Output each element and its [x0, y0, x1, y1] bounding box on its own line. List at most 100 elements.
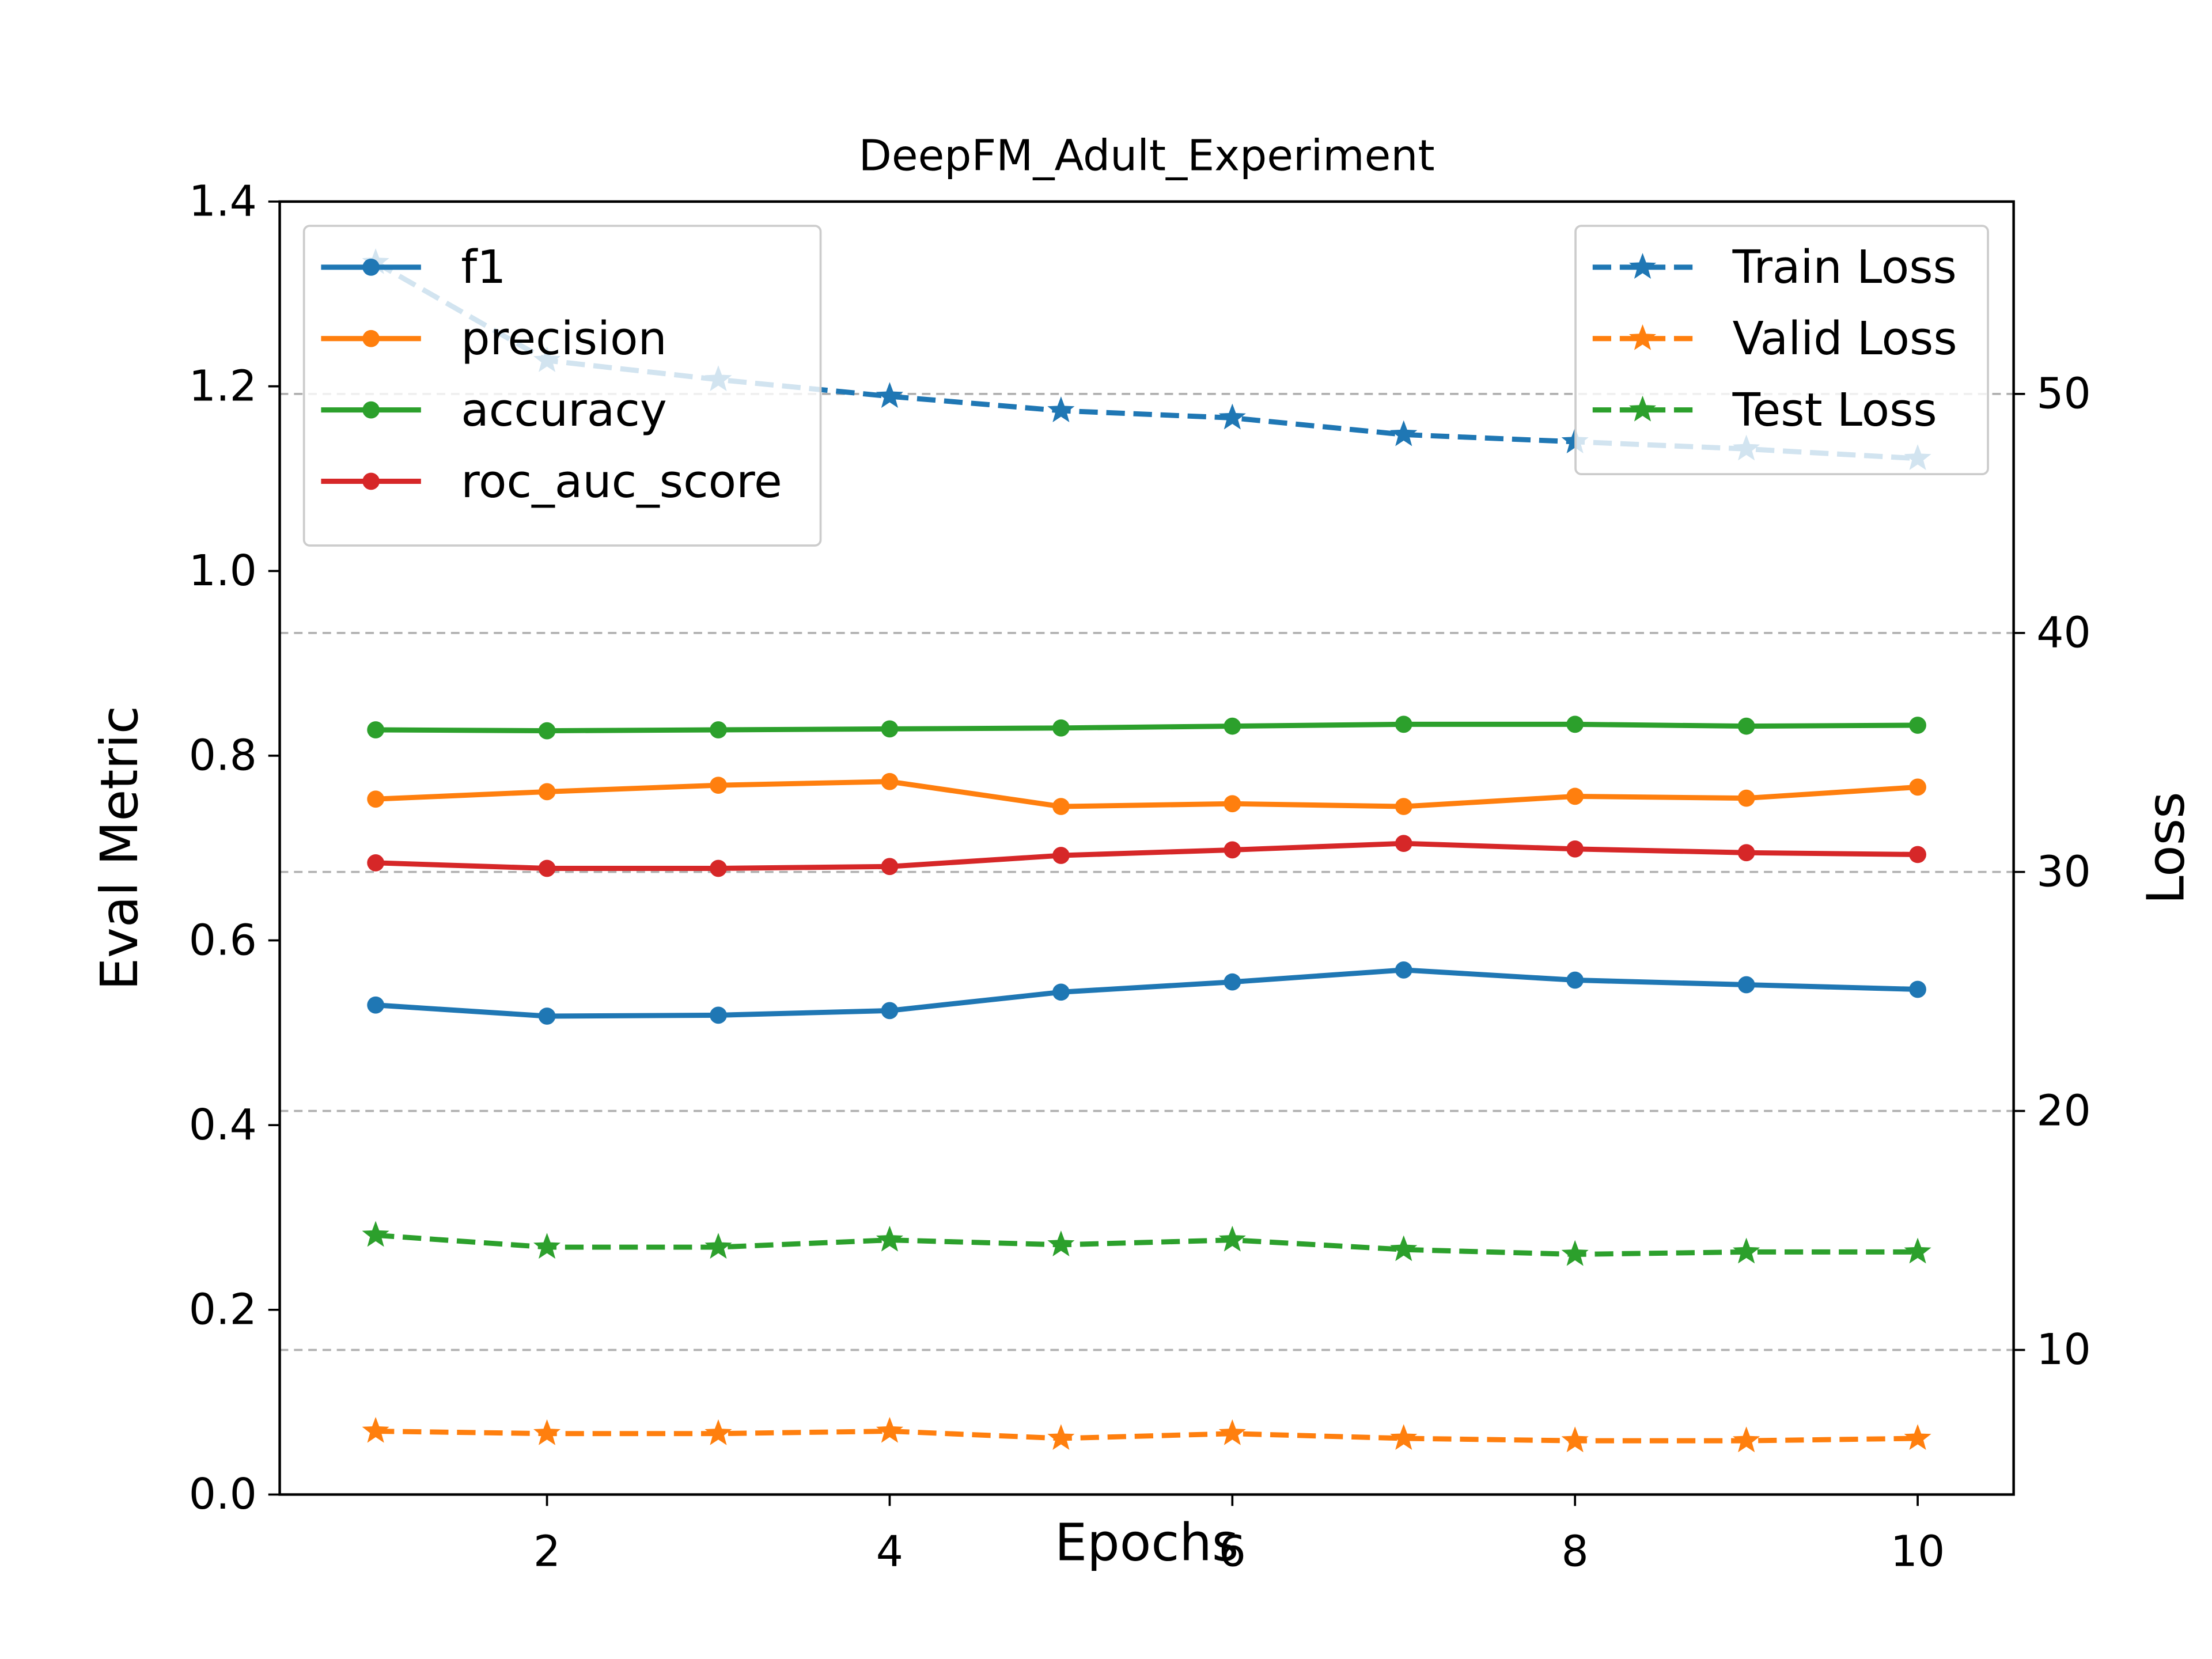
point-precision-4 [881, 772, 899, 790]
series-line-roc-auc-score [375, 840, 1918, 871]
point-valid-loss-4 [876, 1416, 904, 1443]
point-train-loss-5 [1047, 396, 1075, 422]
point-test-loss-6 [1218, 1225, 1246, 1252]
point-test-loss-4 [876, 1225, 904, 1252]
point-valid-loss-6 [1218, 1419, 1246, 1445]
chart-title: DeepFM_Adult_Experiment [859, 130, 1435, 180]
point-train-loss-7 [1390, 420, 1418, 446]
point-accuracy-10 [1909, 717, 1926, 734]
series-roc-auc-score [367, 835, 1926, 877]
legend-label-f1: f1 [461, 240, 506, 294]
tick-layer: 2 4 6 8 10 0.0 0.2 0.4 0.6 0.8 1.0 1.2 1.4 10 20 30 40 50 [189, 176, 2091, 1577]
point-test-loss-5 [1047, 1230, 1075, 1256]
legend-item-precision: precision [321, 312, 667, 365]
point-valid-loss-10 [1904, 1424, 1931, 1450]
legend-marker-roc-auc-score [362, 472, 380, 490]
legend-label-test-loss: Test Loss [1732, 383, 1937, 437]
point-precision-9 [1737, 789, 1755, 807]
legend-marker-precision [362, 329, 380, 347]
point-valid-loss-1 [362, 1416, 389, 1443]
y-tick-label-0-6: 0.6 [189, 915, 257, 965]
legend-marker-train-loss [1628, 253, 1657, 279]
y-tick-label-0-4: 0.4 [189, 1100, 257, 1150]
series-line-test-loss [375, 1232, 1918, 1257]
point-valid-loss-9 [1733, 1426, 1760, 1453]
series-precision [367, 772, 1926, 815]
point-accuracy-4 [881, 720, 899, 738]
legend-label-valid-loss: Valid Loss [1733, 312, 1957, 365]
point-accuracy-3 [710, 721, 727, 738]
point-f1-9 [1737, 976, 1755, 994]
legend-left-box [302, 225, 822, 547]
y2-tick-label-10: 10 [2036, 1324, 2091, 1374]
y-axis-title: Eval Metric [90, 706, 150, 990]
point-precision-5 [1052, 798, 1070, 815]
legend-item-accuracy: accuracy [321, 383, 667, 437]
point-roc-auc-score-3 [710, 859, 727, 877]
point-f1-10 [1909, 980, 1926, 998]
legend-label-roc-auc-score: roc_auc_score [461, 454, 782, 508]
point-accuracy-1 [367, 721, 385, 738]
point-f1-2 [538, 1007, 556, 1025]
legend-item-train-loss: Train Loss [1592, 240, 1957, 294]
legend-marker-f1 [362, 259, 380, 276]
point-precision-10 [1909, 778, 1926, 796]
point-roc-auc-score-6 [1224, 841, 1241, 859]
series-f1 [367, 961, 1926, 1025]
legend-item-test-loss: Test Loss [1592, 383, 1937, 437]
legend-marker-valid-loss [1628, 324, 1657, 350]
point-roc-auc-score-9 [1737, 844, 1755, 862]
point-roc-auc-score-5 [1052, 847, 1070, 864]
point-f1-5 [1052, 983, 1070, 1001]
point-valid-loss-8 [1561, 1426, 1589, 1453]
point-precision-7 [1395, 798, 1412, 815]
x-tick-label-8: 8 [1562, 1526, 1589, 1576]
point-test-loss-8 [1561, 1240, 1589, 1266]
plot-frame [278, 200, 2015, 1496]
point-roc-auc-score-7 [1395, 835, 1412, 853]
series-line-valid-loss [376, 1429, 1918, 1444]
point-f1-6 [1224, 973, 1241, 991]
point-valid-loss-5 [1047, 1424, 1075, 1450]
point-f1-8 [1566, 971, 1584, 989]
point-precision-2 [538, 783, 556, 801]
x-tick-label-2: 2 [533, 1526, 560, 1576]
series-line-accuracy [376, 721, 1918, 734]
point-f1-1 [367, 996, 385, 1014]
legend-item-roc-auc-score: roc_auc_score [321, 454, 782, 508]
point-roc-auc-score-8 [1566, 840, 1584, 858]
point-valid-loss-7 [1390, 1424, 1418, 1450]
point-precision-3 [710, 777, 727, 794]
legend-marker-accuracy [362, 401, 380, 419]
point-roc-auc-score-10 [1909, 846, 1926, 863]
point-test-loss-9 [1733, 1237, 1760, 1264]
y2-tick-label-40: 40 [2036, 608, 2091, 658]
point-accuracy-9 [1737, 717, 1755, 735]
legend-losses: Train Loss Valid Loss Test Loss [1574, 225, 1989, 475]
y2-tick-label-20: 20 [2036, 1085, 2091, 1135]
point-accuracy-5 [1052, 719, 1070, 737]
x-tick-label-4: 4 [876, 1526, 903, 1576]
point-precision-1 [367, 790, 385, 808]
y2-tick-label-30: 30 [2036, 846, 2091, 896]
series-valid-loss [362, 1416, 1931, 1453]
point-precision-6 [1224, 795, 1241, 813]
x-tick-label-10: 10 [1891, 1526, 1945, 1576]
point-test-loss-2 [533, 1233, 561, 1259]
point-roc-auc-score-1 [367, 854, 385, 872]
point-accuracy-7 [1395, 715, 1412, 733]
legend-label-train-loss: Train Loss [1732, 240, 1957, 294]
point-test-loss-7 [1390, 1235, 1418, 1262]
y-tick-label-0-0: 0.0 [189, 1469, 257, 1519]
legend-label-accuracy: accuracy [461, 383, 667, 437]
y-tick-label-0-2: 0.2 [189, 1285, 257, 1335]
y-tick-label-1-4: 1.4 [189, 176, 257, 226]
point-precision-8 [1566, 787, 1584, 805]
y-tick-label-0-8: 0.8 [189, 730, 257, 781]
point-accuracy-8 [1566, 715, 1584, 733]
legend-item-valid-loss: Valid Loss [1592, 312, 1957, 365]
x-tick-label-6: 6 [1219, 1526, 1246, 1576]
point-valid-loss-2 [533, 1419, 561, 1445]
point-accuracy-2 [538, 722, 556, 740]
